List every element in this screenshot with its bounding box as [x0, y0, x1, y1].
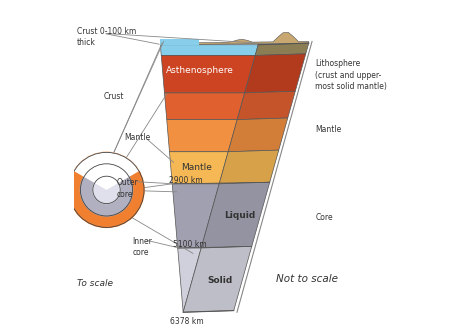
Text: Core: Core — [315, 213, 333, 222]
Text: Liquid: Liquid — [224, 212, 255, 220]
Text: Solid: Solid — [208, 276, 233, 285]
Text: Mantle: Mantle — [181, 163, 211, 172]
Text: Mantle: Mantle — [125, 133, 151, 142]
Polygon shape — [201, 182, 270, 248]
Text: 6378 km: 6378 km — [170, 317, 203, 326]
Polygon shape — [161, 55, 255, 93]
Text: 5100 km: 5100 km — [173, 240, 206, 249]
Text: Lithosphere
(crust and upper-
most solid mantle): Lithosphere (crust and upper- most solid… — [315, 60, 387, 90]
Polygon shape — [219, 150, 279, 184]
Text: Not to scale: Not to scale — [276, 274, 338, 285]
Text: 2900 km: 2900 km — [169, 176, 203, 185]
Polygon shape — [245, 54, 306, 93]
Wedge shape — [73, 152, 139, 190]
Polygon shape — [170, 152, 228, 184]
Text: Mantle: Mantle — [315, 125, 342, 134]
Circle shape — [69, 152, 144, 227]
Circle shape — [81, 164, 133, 216]
Polygon shape — [237, 91, 295, 120]
Polygon shape — [178, 248, 201, 312]
Polygon shape — [183, 246, 252, 312]
Polygon shape — [160, 45, 258, 55]
Polygon shape — [172, 184, 219, 248]
Polygon shape — [164, 93, 245, 120]
Polygon shape — [228, 118, 288, 152]
Polygon shape — [167, 120, 237, 152]
Text: Outer
core: Outer core — [116, 178, 138, 199]
Text: To scale: To scale — [77, 279, 113, 288]
Polygon shape — [255, 43, 309, 55]
Text: Inner
core: Inner core — [133, 237, 153, 257]
Polygon shape — [160, 39, 200, 45]
Text: Crust: Crust — [103, 92, 124, 101]
Polygon shape — [160, 32, 309, 45]
Text: Crust 0-100 km
thick: Crust 0-100 km thick — [77, 27, 137, 47]
Circle shape — [93, 176, 120, 204]
Text: Asthenosphere: Asthenosphere — [166, 66, 234, 75]
